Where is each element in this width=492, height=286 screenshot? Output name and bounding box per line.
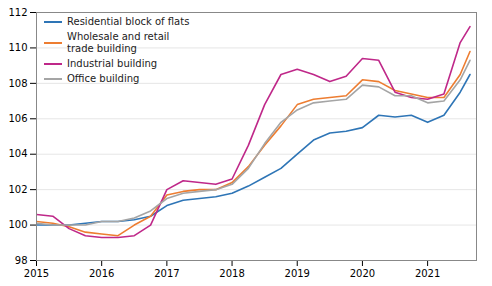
svg-text:2016: 2016 [89, 268, 114, 279]
svg-text:2018: 2018 [219, 268, 244, 279]
html-text:Wholesale and retail trade bui: Wholesale and retail trade building [67, 31, 170, 54]
svg-text:98: 98 [15, 255, 28, 266]
svg-text:112: 112 [8, 7, 27, 18]
html-text:Industrial building: Industrial building [67, 58, 158, 69]
svg-text:2017: 2017 [154, 268, 179, 279]
html-text:Office building: Office building [67, 73, 140, 84]
html-text:Residential block of flats: Residential block of flats [67, 16, 190, 27]
svg-text:108: 108 [8, 78, 27, 89]
svg-text:106: 106 [8, 113, 27, 124]
svg-text:100: 100 [8, 219, 27, 230]
svg-text:2021: 2021 [415, 268, 440, 279]
svg-text:102: 102 [8, 184, 27, 195]
svg-text:110: 110 [8, 42, 27, 53]
svg-text:2020: 2020 [350, 268, 375, 279]
svg-text:104: 104 [8, 148, 27, 159]
svg-text:2019: 2019 [285, 268, 310, 279]
svg-text:2015: 2015 [24, 268, 49, 279]
